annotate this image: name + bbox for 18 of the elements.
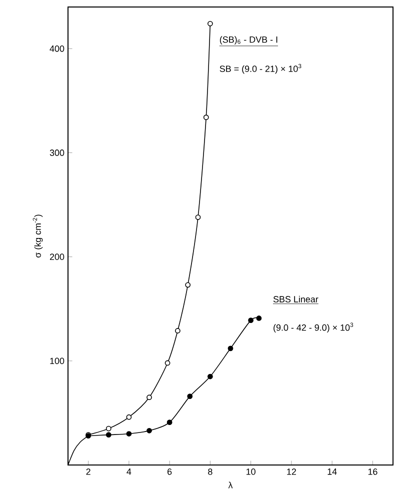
x-tick-label: 14: [328, 468, 337, 475]
x-axis-title: λ: [228, 482, 233, 488]
x-tick-label: 16: [368, 468, 378, 475]
x-tick-label: 4: [126, 468, 132, 475]
y-tick-label: 200: [50, 254, 64, 260]
annotation: (9.0 - 42 - 9.0) × 10$^{3}$: [274, 322, 354, 333]
annotation: SB = (9.0 - 21) × 10$^{3}$: [220, 64, 302, 74]
series-label: (SB)$_{6}$ - DVB - I: [220, 36, 278, 45]
x-tick-label: 2: [86, 468, 90, 475]
y-tick-label: 300: [50, 150, 64, 156]
y-tick-label: 100: [50, 358, 64, 364]
x-tick-label: 8: [208, 468, 212, 475]
y-axis-title: σ (kg cm$^{-2}$): [32, 214, 43, 258]
x-tick-label: 10: [246, 468, 256, 475]
x-tick-label: 6: [168, 468, 172, 475]
text: SBS Linear: [273, 296, 318, 302]
x-tick-label: 12: [287, 468, 296, 475]
y-tick-label: 400: [50, 45, 64, 52]
